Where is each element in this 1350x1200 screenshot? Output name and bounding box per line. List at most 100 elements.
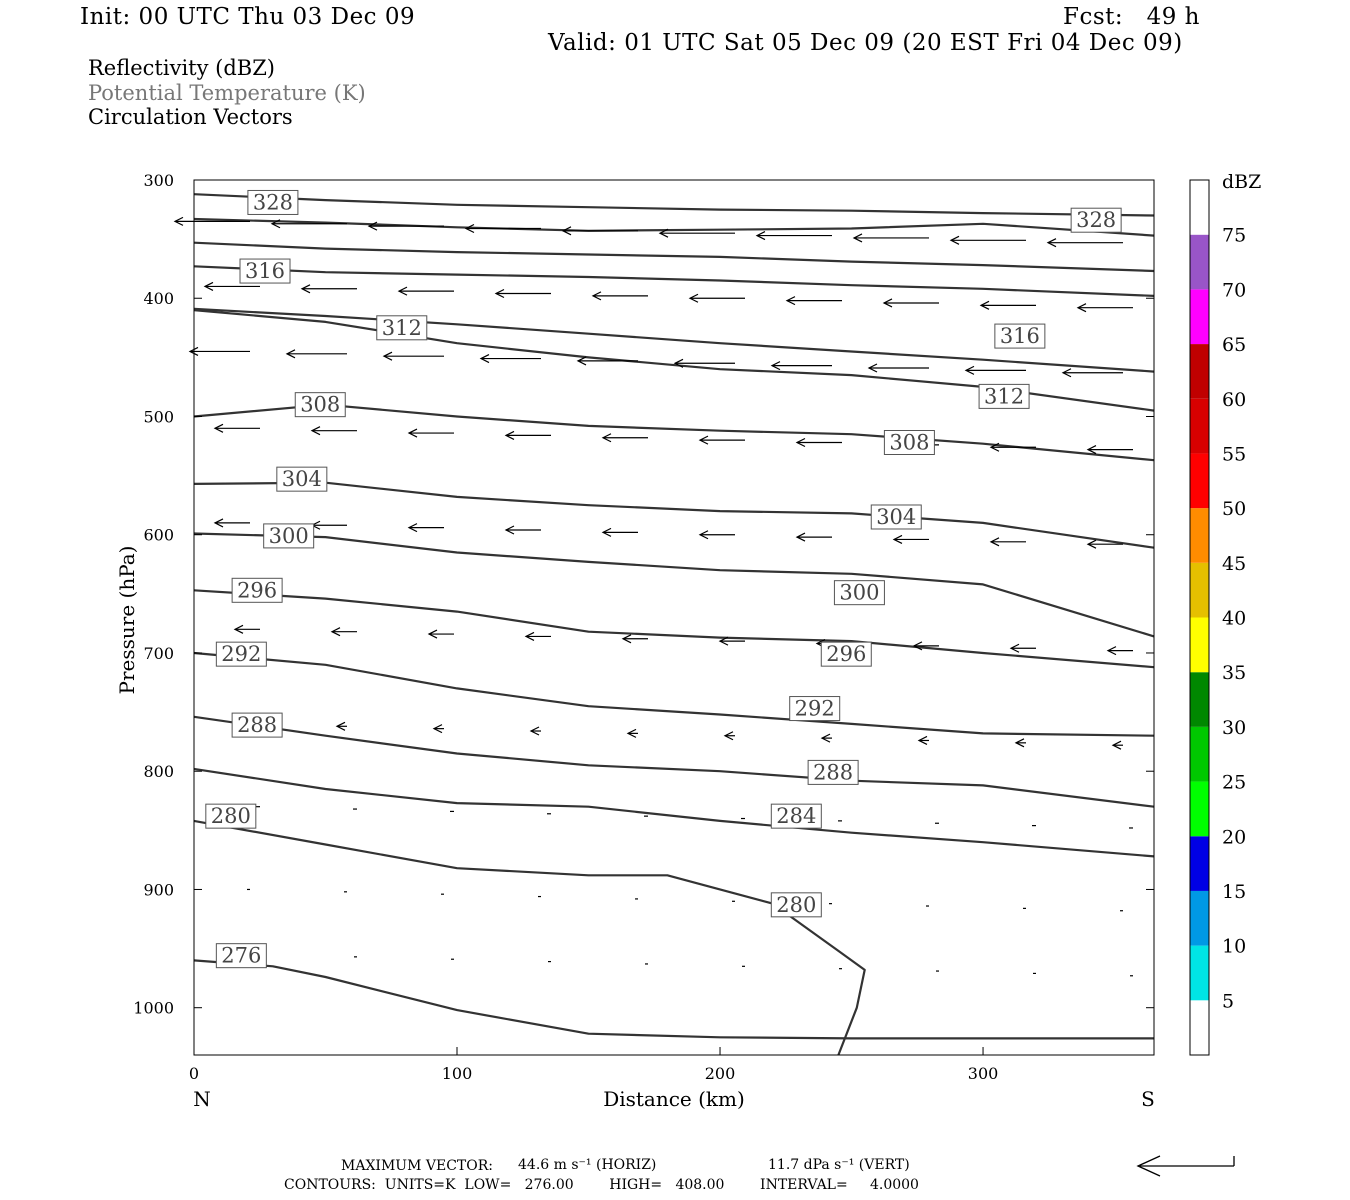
colorbar-swatch: [1190, 289, 1209, 345]
vector-head: [300, 284, 311, 294]
contour-label: 288: [237, 713, 277, 737]
contour-label-box: [807, 759, 859, 785]
vector-head: [1076, 303, 1087, 313]
contour-label-box: [978, 383, 1030, 409]
colorbar-swatch: [1190, 453, 1209, 509]
vector-head: [723, 731, 734, 741]
x-tick-label: 200: [705, 1064, 736, 1083]
contour-label: 308: [300, 393, 340, 417]
vector-head: [1014, 738, 1025, 748]
colorbar-tick-label: 5: [1222, 990, 1234, 1012]
vector-head: [427, 629, 438, 639]
vector-head: [335, 721, 346, 731]
contour-304: [193, 481, 1155, 549]
vector-head: [213, 423, 224, 433]
vector-head: [949, 235, 960, 245]
colorbar-tick-label: 70: [1222, 279, 1246, 301]
colorbar-tick-label: 15: [1222, 881, 1246, 903]
vector-head: [310, 426, 321, 436]
x-tick-label: 300: [968, 1064, 999, 1083]
x-axis-label: Distance (km): [603, 1087, 745, 1111]
colorbar-swatch: [1190, 890, 1209, 946]
vector-head: [673, 358, 684, 368]
vector-head: [989, 537, 1000, 547]
contour-label: 328: [253, 190, 293, 214]
vector-head: [494, 288, 505, 299]
vector-head: [173, 216, 184, 226]
axes: 300 400 500 600 700 800 900 1000 0 100 200 300 Dista…: [115, 171, 1155, 1111]
contour-312: [193, 309, 1155, 412]
colorbar-tick-label: 65: [1222, 334, 1246, 356]
vector-head: [688, 293, 699, 303]
vector-head: [479, 354, 490, 364]
y-tick-label: 900: [143, 880, 174, 899]
colorbar-swatch: [1190, 562, 1209, 618]
contour-label: 300: [839, 581, 879, 605]
reference-vector: [1136, 1155, 1235, 1177]
contour-label: 288: [813, 760, 853, 784]
colorbar-title: dBZ: [1222, 171, 1261, 193]
contour-320: [193, 241, 1155, 273]
contour-328: [193, 193, 1155, 217]
contour-label-box: [231, 712, 283, 738]
contour-280: [193, 819, 866, 1056]
contour-label: 312: [984, 384, 1024, 408]
vector-head: [1061, 368, 1072, 378]
contour-label-box: [231, 577, 283, 603]
vector-head: [1086, 539, 1097, 549]
colorbar-swatch: [1190, 234, 1209, 290]
contour-300: [193, 532, 1155, 638]
contour-label: 328: [1076, 208, 1116, 232]
max-vector-label: MAXIMUM VECTOR:: [341, 1158, 493, 1174]
contour-label-box: [376, 315, 428, 341]
colorbar-swatch: [1190, 945, 1209, 1001]
x-end-label-south: S: [1141, 1087, 1155, 1111]
vector-head: [397, 286, 408, 296]
colorbar-tick-label: 55: [1222, 443, 1246, 465]
max-vector-horiz: 44.6 m s⁻¹ (HORIZ): [518, 1157, 657, 1173]
contour-label-box: [994, 323, 1046, 349]
vector-head: [698, 530, 709, 540]
vector-head: [601, 527, 612, 537]
init-time: Init: 00 UTC Thu 03 Dec 09: [80, 4, 416, 30]
forecast-hour: Fcst: 49 h: [1063, 4, 1200, 30]
vector-head: [1086, 445, 1097, 455]
vector-head: [979, 300, 990, 310]
colorbar-swatch: [1190, 344, 1209, 399]
vector-head: [233, 624, 244, 634]
vector-head: [367, 221, 378, 231]
colorbar-tick-label: 30: [1222, 717, 1246, 739]
colorbar-swatch: [1190, 180, 1209, 235]
vector-head: [1111, 740, 1122, 750]
vector-head: [464, 223, 475, 234]
vector-head: [285, 349, 296, 359]
vector-head: [524, 631, 535, 641]
vector-head: [658, 228, 669, 238]
vector-head: [892, 534, 903, 544]
theta-contours: [193, 193, 1155, 1056]
vector-head: [882, 298, 893, 308]
y-tick-label: 500: [143, 407, 174, 426]
vector-head: [1046, 238, 1057, 248]
vector-head: [795, 532, 806, 542]
contour-label-box: [789, 696, 841, 722]
colorbar-tick-label: 60: [1222, 389, 1246, 411]
legend-potential-temperature: Potential Temperature (K): [88, 81, 366, 105]
valid-time: Valid: 01 UTC Sat 05 Dec 09 (20 EST Fri …: [548, 30, 1183, 56]
contour-318: [193, 265, 1155, 297]
colorbar-swatch: [1190, 1000, 1209, 1055]
contour-label-box: [770, 892, 822, 918]
vector-head: [203, 281, 214, 291]
contour-label-box: [770, 803, 822, 829]
vector-head: [621, 634, 632, 644]
x-tick-label: 0: [189, 1064, 199, 1083]
vector-head: [529, 726, 540, 736]
vector-head: [1009, 643, 1020, 653]
colorbar-tick-label: 20: [1222, 826, 1246, 848]
ref-arrow-head: [1136, 1155, 1161, 1177]
vector-head: [504, 430, 515, 440]
vector-head: [989, 442, 1000, 452]
colorbar-tick-label: 10: [1222, 936, 1246, 958]
x-end-label-north: N: [193, 1087, 211, 1111]
